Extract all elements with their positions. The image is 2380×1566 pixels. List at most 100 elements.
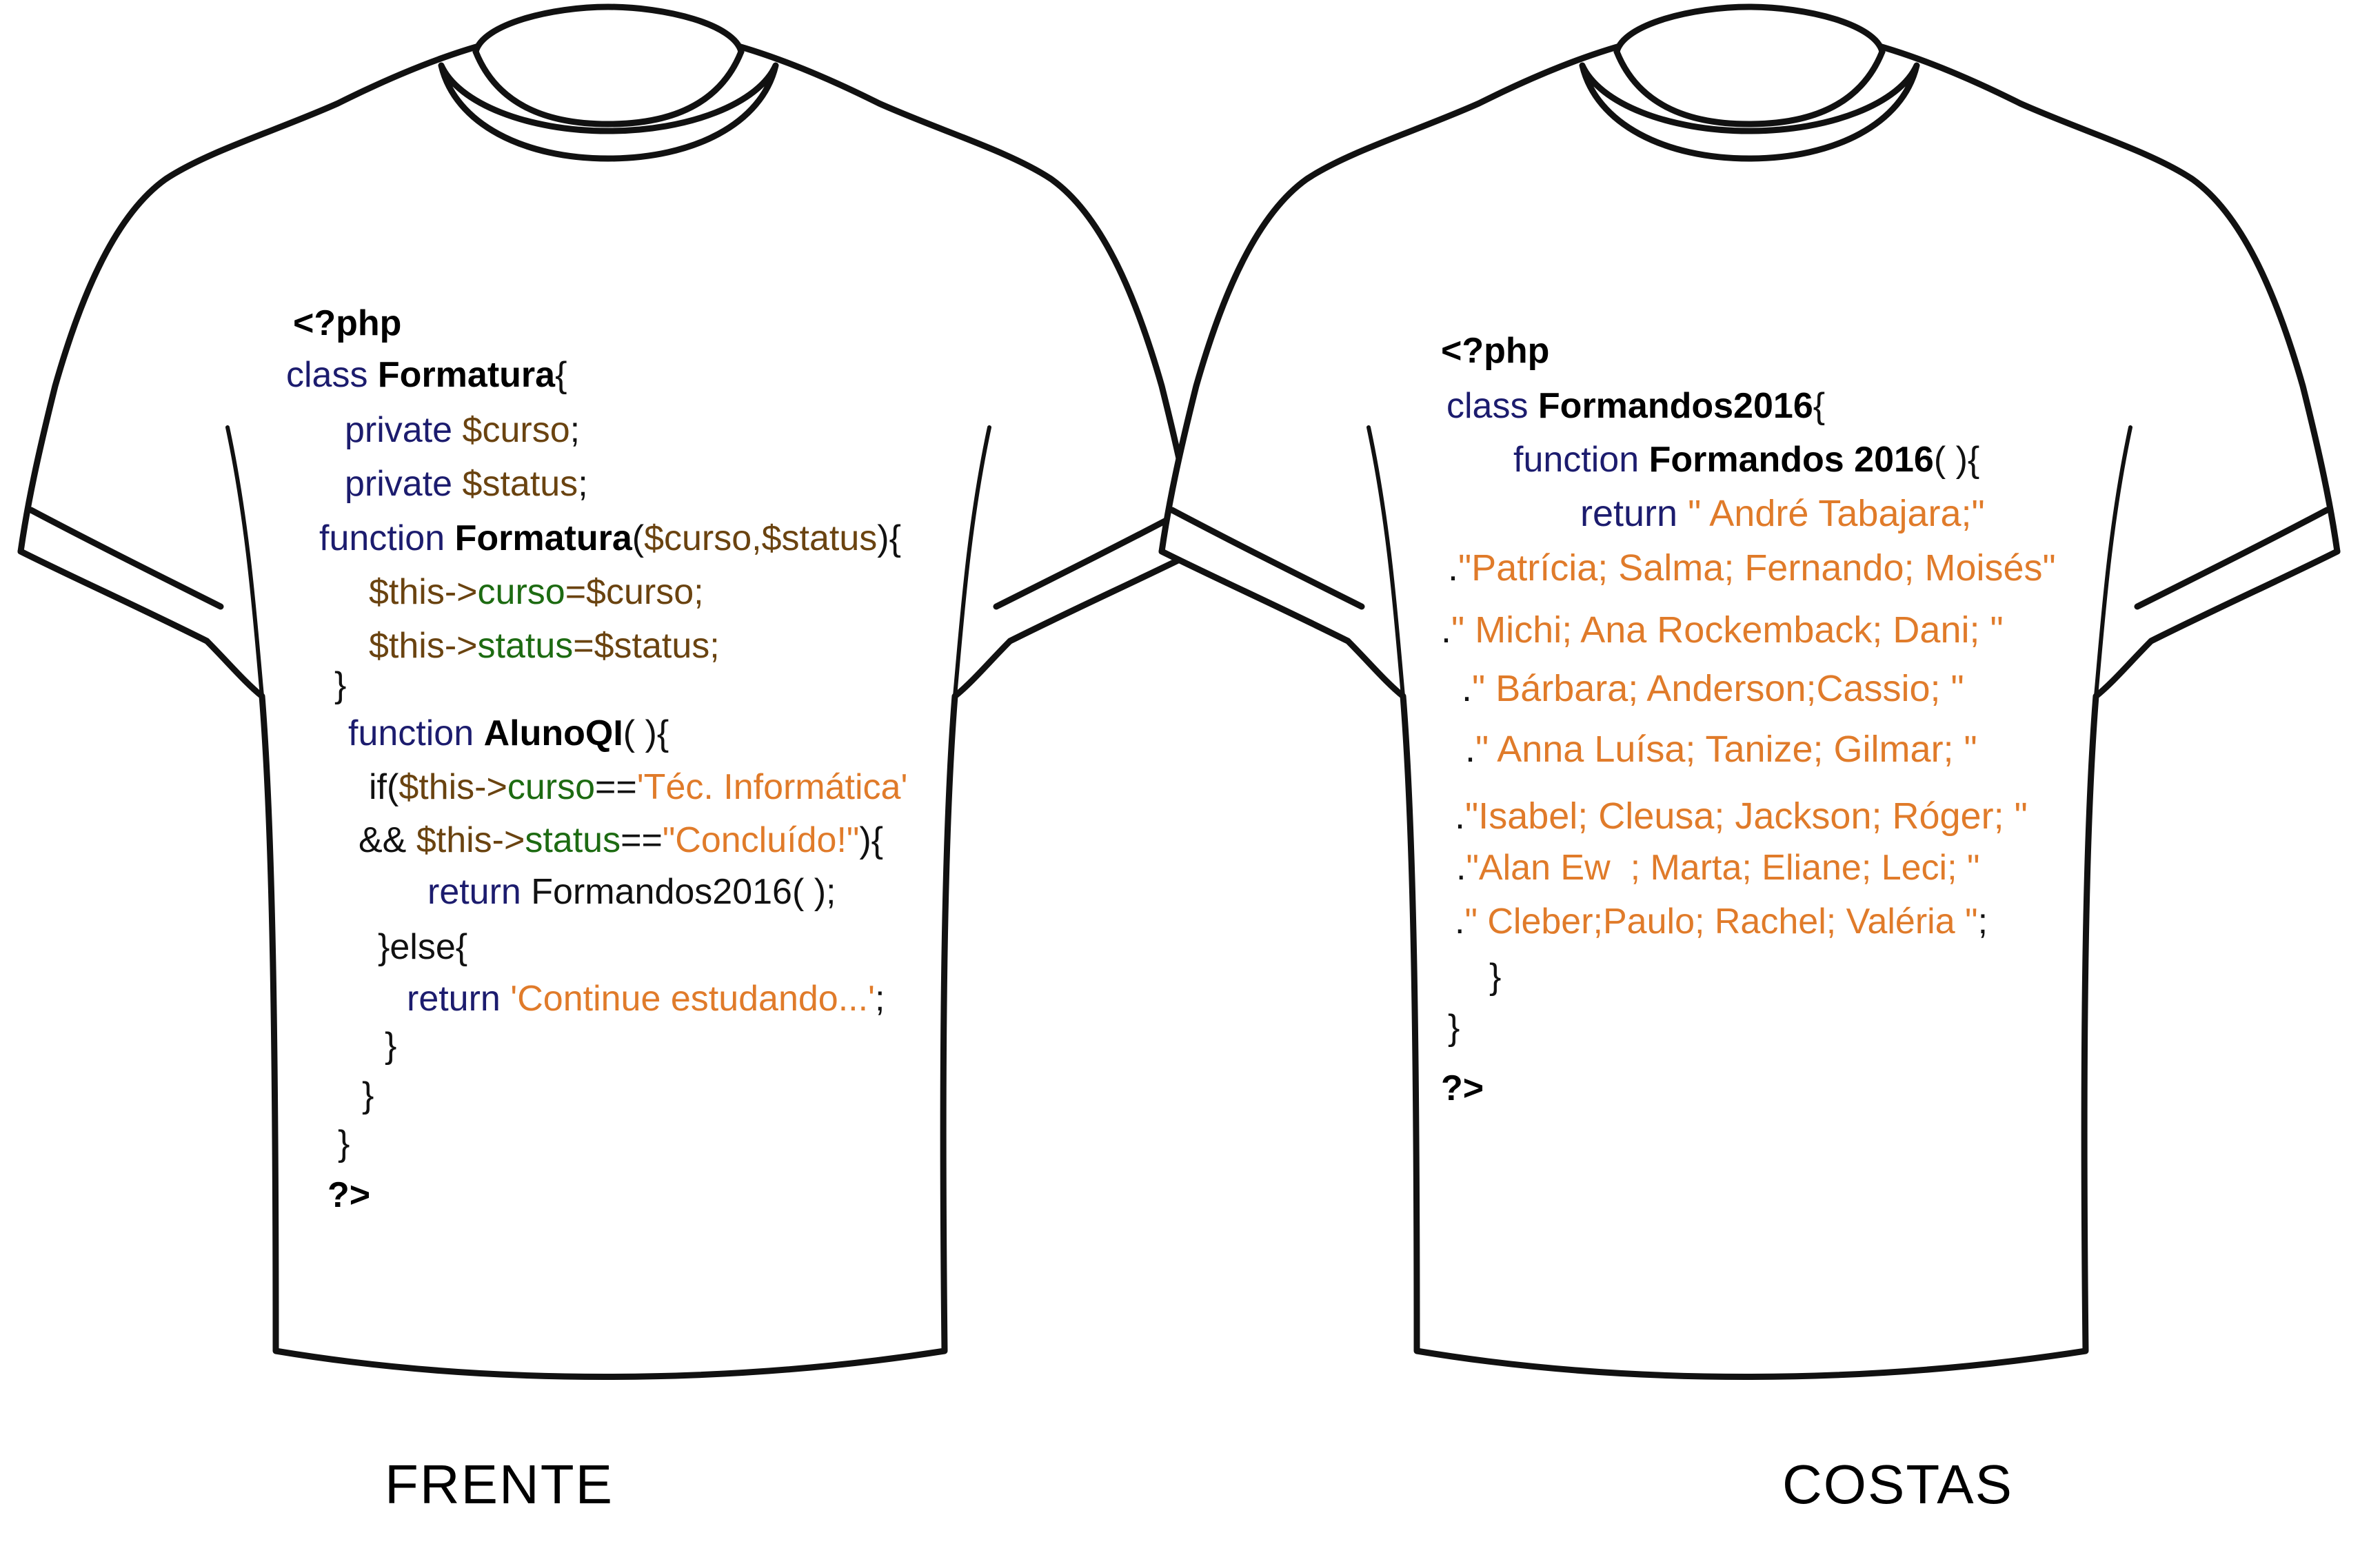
back-code-token: " Anna Luísa; Tanize; Gilmar; " xyxy=(1475,729,1977,770)
back-code-token: . xyxy=(1456,848,1466,888)
back-code-line: } xyxy=(1448,1001,1460,1055)
front-code-line: ?> xyxy=(327,1168,370,1222)
front-code-line: } xyxy=(362,1068,374,1122)
back-code-line: ."Isabel; Cleusa; Jackson; Róger; " xyxy=(1455,789,2028,843)
front-code-token: private xyxy=(345,410,463,450)
back-code-token: <?php xyxy=(1441,331,1550,371)
front-code-token: $curso xyxy=(462,410,570,450)
front-code-token: if( xyxy=(369,767,399,807)
front-code-token: =$status; xyxy=(573,626,720,666)
front-code-token: 'Téc. Informática' xyxy=(636,767,908,807)
front-code-token: && xyxy=(359,820,416,860)
back-code-token: "Alan Ew ; Marta; Eliane; Leci; " xyxy=(1466,848,1980,888)
front-code-token: $this-> xyxy=(416,820,525,860)
front-code-token: ){ xyxy=(877,518,901,558)
back-code-token: " Bárbara; Anderson;Cassio; " xyxy=(1472,668,1964,709)
back-code-token: ?> xyxy=(1441,1068,1484,1108)
back-code-line: ." Michi; Ana Rockemback; Dani; " xyxy=(1441,603,2004,657)
front-code-line: return 'Continue estudando...'; xyxy=(407,972,885,1026)
back-code-token: . xyxy=(1455,902,1465,942)
front-code-token: } xyxy=(385,1026,397,1066)
front-code-line: function Formatura($curso,$status){ xyxy=(319,511,901,565)
back-code-token: ( ){ xyxy=(1933,440,1980,480)
front-code-line: } xyxy=(338,1117,350,1170)
back-code-token: " Cleber;Paulo; Rachel; Valéria " xyxy=(1464,902,1978,942)
back-code-token: . xyxy=(1455,795,1466,837)
front-code-line: } xyxy=(334,658,346,712)
back-code-line: class Formandos2016{ xyxy=(1446,379,1825,433)
back-code-line: <?php xyxy=(1441,324,1549,378)
back-code-token: Formandos2016 xyxy=(1537,386,1813,426)
front-tshirt xyxy=(21,7,1196,1377)
front-code-token: "Concluído!" xyxy=(662,820,860,860)
back-code-token: . xyxy=(1441,609,1452,651)
back-code-token: } xyxy=(1448,1008,1460,1048)
front-code-token: Formatura xyxy=(454,518,632,558)
front-code-token: 'Continue estudando...' xyxy=(510,979,875,1019)
front-code-line: && $this->status=="Concluído!"){ xyxy=(359,813,883,867)
front-code-token: ?> xyxy=(327,1175,371,1215)
front-code-line: $this->status=$status; xyxy=(369,619,720,673)
back-code-token: Formandos 2016 xyxy=(1648,440,1934,480)
front-code-line: $this->curso=$curso; xyxy=(369,565,704,619)
back-code-token: . xyxy=(1465,729,1476,770)
front-code-token: ( xyxy=(632,518,645,558)
back-code-line: ."Patrícia; Salma; Fernando; Moisés" xyxy=(1448,541,2056,595)
front-code-token: function xyxy=(319,518,455,558)
front-code-token: $this-> xyxy=(399,767,507,807)
front-code-token: function xyxy=(348,713,484,753)
front-code-token: }else{ xyxy=(378,927,468,967)
front-code-token: status xyxy=(477,626,574,666)
front-code-line: if($this->curso=='Téc. Informática' xyxy=(369,760,907,814)
front-code-token: ; xyxy=(569,410,581,450)
back-code-line: ."Alan Ew ; Marta; Eliane; Leci; " xyxy=(1456,841,1979,895)
front-code-line: }else{ xyxy=(378,920,467,974)
back-label: COSTAS xyxy=(1782,1454,2014,1515)
back-code-line: return " André Tabajara;" xyxy=(1580,487,1985,540)
back-code-token: " Michi; Ana Rockemback; Dani; " xyxy=(1451,609,2004,651)
front-code-line: return Formandos2016( ); xyxy=(427,865,836,919)
front-code-token: return xyxy=(407,979,511,1019)
back-code-line: ." Cleber;Paulo; Rachel; Valéria "; xyxy=(1455,895,1988,948)
front-code-token: AlunoQI xyxy=(483,713,623,753)
front-code-token: ( ){ xyxy=(623,713,669,753)
back-code-line: function Formandos 2016( ){ xyxy=(1513,433,1979,487)
front-code-token: } xyxy=(334,665,347,705)
front-code-token: $status xyxy=(462,464,578,504)
back-code-token: ; xyxy=(1977,902,1988,942)
back-code-token: . xyxy=(1462,668,1473,709)
front-code-token: Formatura xyxy=(377,355,556,395)
front-code-token: ){ xyxy=(859,820,884,860)
back-code-token: "Isabel; Cleusa; Jackson; Róger; " xyxy=(1465,795,2028,837)
front-code-token: <?php xyxy=(293,303,402,343)
back-code-token: } xyxy=(1489,957,1502,997)
back-code-token: . xyxy=(1448,547,1459,589)
front-code-line: <?php xyxy=(293,296,401,350)
back-code-token: class xyxy=(1446,386,1538,426)
front-code-line: private $curso; xyxy=(345,403,580,457)
back-code-token: function xyxy=(1513,440,1649,480)
back-code-line: ." Bárbara; Anderson;Cassio; " xyxy=(1462,662,1964,715)
front-label: FRENTE xyxy=(385,1454,614,1515)
front-code-token: == xyxy=(621,820,663,860)
back-code-token: "Patrícia; Salma; Fernando; Moisés" xyxy=(1458,547,2056,589)
front-code-token: ; xyxy=(874,979,885,1019)
back-code-line: ?> xyxy=(1441,1061,1484,1115)
back-code-line: ." Anna Luísa; Tanize; Gilmar; " xyxy=(1465,722,1977,776)
front-code-token: } xyxy=(338,1123,350,1163)
front-code-token: ; xyxy=(578,464,588,504)
front-code-token: } xyxy=(362,1075,374,1115)
front-code-line: private $status; xyxy=(345,457,588,511)
front-code-token: curso xyxy=(507,767,596,807)
front-code-token: == xyxy=(595,767,637,807)
front-code-line: function AlunoQI( ){ xyxy=(348,706,669,760)
front-code-line: class Formatura{ xyxy=(286,348,567,402)
front-code-token: $curso,$status xyxy=(644,518,878,558)
back-code-line: } xyxy=(1489,950,1501,1004)
back-code-token: return xyxy=(1580,493,1688,534)
front-code-token: class xyxy=(286,355,378,395)
front-code-token: curso xyxy=(477,572,565,612)
front-code-token: return xyxy=(427,872,532,912)
front-code-line: } xyxy=(385,1019,396,1072)
